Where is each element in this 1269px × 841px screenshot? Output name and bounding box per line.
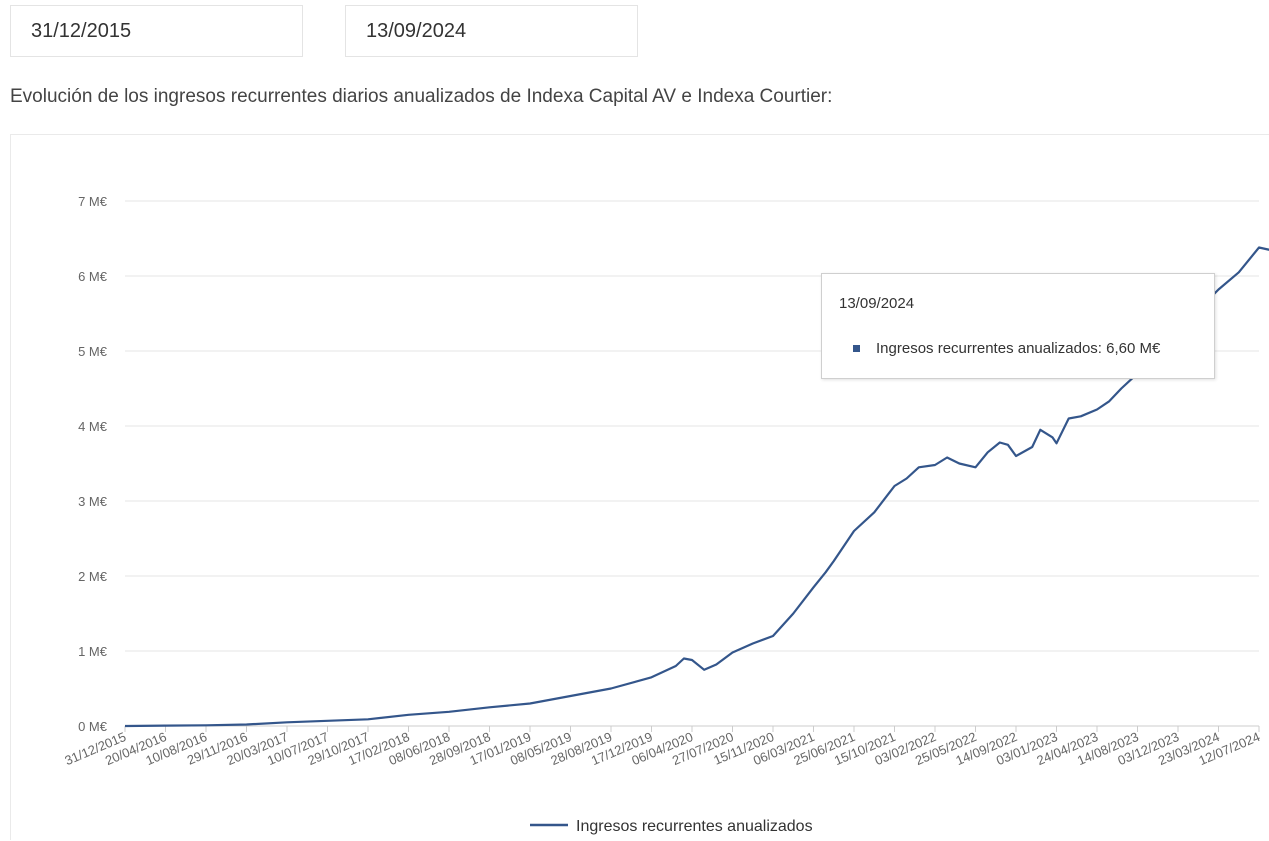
- y-tick-label: 1 M€: [78, 644, 108, 659]
- legend-label: Ingresos recurrentes anualizados: [576, 818, 813, 835]
- revenue-line-chart: 0 M€1 M€2 M€3 M€4 M€5 M€6 M€7 M€31/12/20…: [62, 194, 1269, 835]
- y-tick-label: 6 M€: [78, 269, 108, 284]
- tooltip-series-value: 6,60 M€: [1106, 340, 1161, 357]
- y-tick-label: 4 M€: [78, 419, 108, 434]
- y-tick-label: 2 M€: [78, 569, 108, 584]
- tooltip-series-row: Ingresos recurrentes anualizados: 6,60 M…: [876, 340, 1161, 357]
- tooltip-series-marker: [853, 345, 860, 352]
- y-tick-label: 0 M€: [78, 719, 108, 734]
- y-tick-label: 3 M€: [78, 494, 108, 509]
- chart-container: 0 M€ 1 M€ 2 M€ 3 M€ 4 M€ 5 M€ 6 M€ 7 M€ 31/12/20…: [10, 134, 1269, 840]
- chart-caption: Evolución de los ingresos recurrentes di…: [10, 86, 833, 107]
- tooltip-date: 13/09/2024: [839, 295, 915, 312]
- tooltip-series-label: Ingresos recurrentes anualizados: [876, 340, 1098, 357]
- end-date-input[interactable]: [345, 5, 638, 57]
- start-date-input[interactable]: [10, 5, 303, 57]
- y-tick-label: 5 M€: [78, 344, 108, 359]
- y-tick-label: 7 M€: [78, 194, 108, 209]
- chart-tooltip: 13/09/2024 Ingresos recurrentes anualiza…: [821, 273, 1215, 379]
